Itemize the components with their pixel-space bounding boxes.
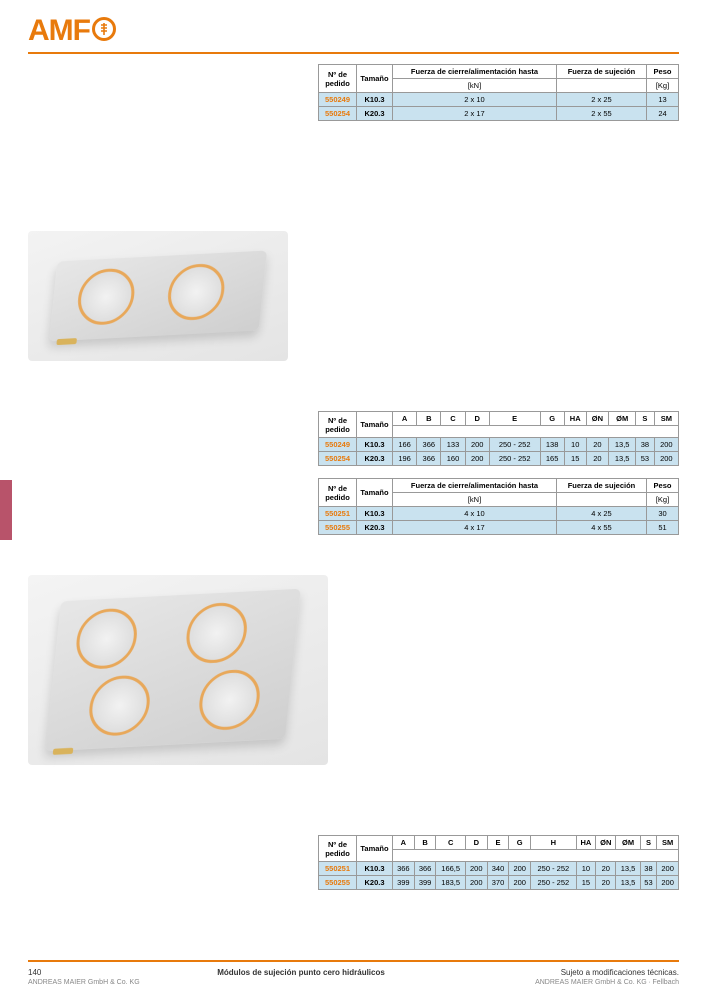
footer-company-en: ANDREAS MAIER GmbH & Co. KG: [28, 979, 140, 986]
force-table-2x: Nº de pedido Tamaño Fuerza de cierre/ali…: [318, 64, 679, 121]
table-row: 550251 K10.3 4 x 10 4 x 25 30: [319, 507, 679, 521]
footer-edition: Sujeto a modificaciones técnicas.: [561, 968, 679, 977]
footer-company-de: ANDREAS MAIER GmbH & Co. KG ∙ Fellbach: [535, 979, 679, 986]
unit-kg: [Kg]: [647, 79, 679, 93]
table-row: 550251 K10.3 366366 166,5200 340200 250 …: [319, 862, 679, 876]
product-image-4module: [28, 575, 328, 765]
th-holding: Fuerza de sujeción: [556, 65, 646, 79]
table-row: 550249 K10.3 166366 133200 250 - 252138 …: [319, 438, 679, 452]
product-image-2module: [28, 231, 288, 361]
logo: AMF: [28, 14, 679, 48]
table-row: 550249 K10.3 2 x 10 2 x 25 13: [319, 93, 679, 107]
th-order: Nº de pedido: [319, 65, 357, 93]
page-footer: 140 Módulos de sujeción punto cero hidrá…: [28, 954, 679, 986]
dimension-table-2x: Nº de pedido Tamaño A B C D E G HA ØN ØM…: [318, 411, 679, 466]
divider: [28, 52, 679, 54]
table-row: 550254 K20.3 2 x 17 2 x 55 24: [319, 107, 679, 121]
table-row: 550254 K20.3 196366 160200 250 - 252165 …: [319, 452, 679, 466]
th-weight: Peso: [647, 65, 679, 79]
brand-text: AMF: [28, 14, 90, 48]
side-tab: [0, 480, 12, 540]
table-row: 550255 K20.3 4 x 17 4 x 55 51: [319, 521, 679, 535]
force-table-4x: Nº de pedido Tamaño Fuerza de cierre/ali…: [318, 478, 679, 535]
table-row: 550255 K20.3 399399 183,5200 370200 250 …: [319, 876, 679, 890]
unit-kn: [kN]: [393, 79, 557, 93]
th-closing: Fuerza de cierre/alimentación hasta: [393, 65, 557, 79]
footer-title: Módulos de sujeción punto cero hidráulic…: [217, 968, 385, 977]
dimension-table-4x: Nº de pedido Tamaño A B C D E G H HA ØN …: [318, 835, 679, 890]
th-size: Tamaño: [357, 65, 393, 93]
unit-kn2: [556, 79, 646, 93]
footer-page: 140: [28, 968, 41, 977]
logo-screw-icon: [92, 17, 116, 41]
